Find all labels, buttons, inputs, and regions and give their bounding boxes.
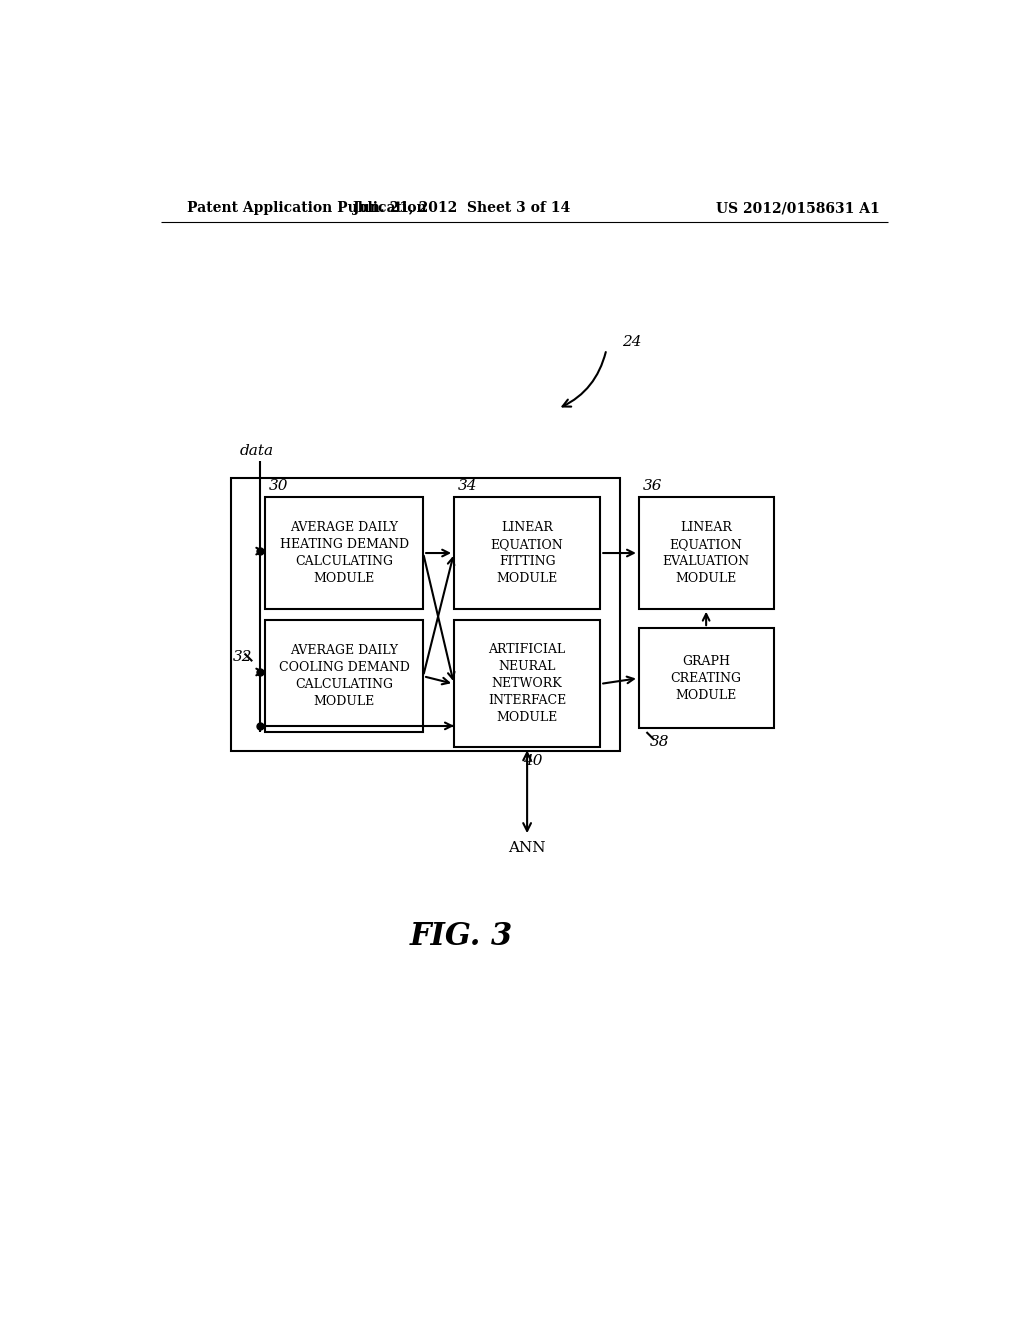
Bar (265, 620, 423, 733)
Text: US 2012/0158631 A1: US 2012/0158631 A1 (716, 202, 880, 215)
Bar (230, 478, 620, 751)
Text: 32: 32 (233, 651, 253, 664)
Text: data: data (240, 444, 274, 458)
Text: LINEAR
EQUATION
EVALUATION
MODULE: LINEAR EQUATION EVALUATION MODULE (663, 521, 750, 585)
Text: 24: 24 (622, 335, 641, 348)
Text: AVERAGE DAILY
COOLING DEMAND
CALCULATING
MODULE: AVERAGE DAILY COOLING DEMAND CALCULATING… (279, 644, 410, 709)
Text: GRAPH
CREATING
MODULE: GRAPH CREATING MODULE (671, 655, 741, 702)
Bar (265, 498, 423, 609)
Text: ARTIFICIAL
NEURAL
NETWORK
INTERFACE
MODULE: ARTIFICIAL NEURAL NETWORK INTERFACE MODU… (488, 643, 566, 725)
Text: 38: 38 (650, 735, 670, 748)
Text: 30: 30 (269, 479, 289, 494)
Bar (639, 628, 773, 729)
Text: 34: 34 (458, 479, 477, 494)
Bar (454, 498, 600, 609)
Text: ANN: ANN (508, 841, 546, 854)
Text: AVERAGE DAILY
HEATING DEMAND
CALCULATING
MODULE: AVERAGE DAILY HEATING DEMAND CALCULATING… (280, 521, 409, 585)
Text: 36: 36 (643, 479, 663, 494)
Text: LINEAR
EQUATION
FITTING
MODULE: LINEAR EQUATION FITTING MODULE (490, 521, 563, 585)
Text: Patent Application Publication: Patent Application Publication (186, 202, 426, 215)
Bar (639, 498, 773, 609)
Text: FIG. 3: FIG. 3 (410, 920, 513, 952)
Text: Jun. 21, 2012  Sheet 3 of 14: Jun. 21, 2012 Sheet 3 of 14 (353, 202, 570, 215)
Bar (454, 620, 600, 747)
Text: 40: 40 (523, 754, 543, 768)
